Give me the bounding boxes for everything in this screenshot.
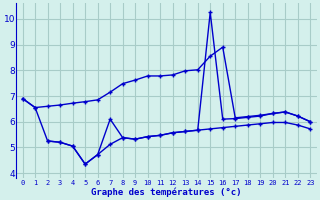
X-axis label: Graphe des températures (°c): Graphe des températures (°c)	[91, 187, 242, 197]
